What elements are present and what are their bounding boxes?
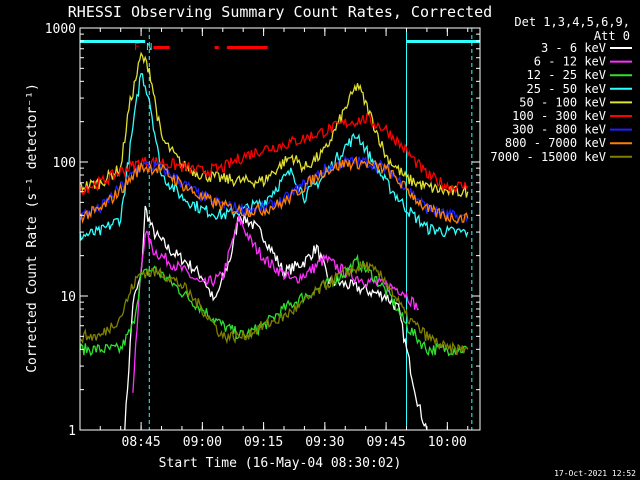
x-tick-label-2: 09:00 <box>183 435 222 450</box>
series-line-5 <box>79 51 469 198</box>
legend-label-9: 7000 - 15000 keV <box>490 150 606 164</box>
series-line-8 <box>79 155 469 225</box>
y-tick-label-2: 10 <box>60 290 76 305</box>
series-line-3 <box>79 253 469 357</box>
series-line-6 <box>79 112 469 195</box>
legend-label-6: 100 - 300 keV <box>512 109 606 123</box>
x-axis-label: Start Time (16-May-04 08:30:02) <box>159 456 402 471</box>
status-bar-3 <box>214 46 219 49</box>
timestamp: 17-Oct-2021 12:52 <box>554 469 636 478</box>
plot-frame <box>79 27 481 431</box>
y-axis-label: Corrected Count Rate (s⁻¹ detector⁻¹) <box>25 83 40 373</box>
annotation-label-1: F <box>134 42 140 53</box>
legend-label-4: 25 - 50 keV <box>527 82 606 96</box>
legend-label-7: 300 - 800 keV <box>512 123 606 137</box>
legend-label-5: 50 - 100 keV <box>519 95 606 109</box>
x-tick-label-1: 08:45 <box>122 435 161 450</box>
series-line-9 <box>79 261 469 356</box>
legend-label-8: 800 - 7000 keV <box>505 136 606 150</box>
x-tick-label-6: 10:00 <box>428 435 467 450</box>
legend-header-2: Att 0 <box>594 29 630 43</box>
y-tick-label-1: 1 <box>68 424 76 439</box>
annotation-label-2: N <box>146 42 152 53</box>
series-line-7 <box>79 155 469 223</box>
series-line-1 <box>124 205 428 431</box>
y-tick-label-4: 1000 <box>45 22 76 37</box>
status-bar-5 <box>406 40 480 43</box>
series-line-4 <box>79 72 469 242</box>
x-tick-label-3: 09:15 <box>244 435 283 450</box>
legend-label-3: 12 - 25 keV <box>527 68 606 82</box>
series-line-2 <box>132 213 420 393</box>
x-tick-label-4: 09:30 <box>305 435 344 450</box>
status-bar-1 <box>80 40 146 43</box>
legend-header-1: Det 1,3,4,5,6,9, <box>514 15 630 29</box>
plot-area: F N 1 10 100 1000 08:45 09:00 09:15 09:30 09:45 10:… <box>45 22 481 450</box>
y-tick-label-3: 100 <box>53 156 76 171</box>
status-bar-2 <box>153 46 170 49</box>
status-bar-4 <box>226 46 268 49</box>
legend-label-2: 6 - 12 keV <box>534 55 606 69</box>
legend-label-1: 3 - 6 keV <box>541 41 606 55</box>
chart-title: RHESSI Observing Summary Count Rates, Co… <box>68 3 492 21</box>
x-tick-label-5: 09:45 <box>367 435 406 450</box>
